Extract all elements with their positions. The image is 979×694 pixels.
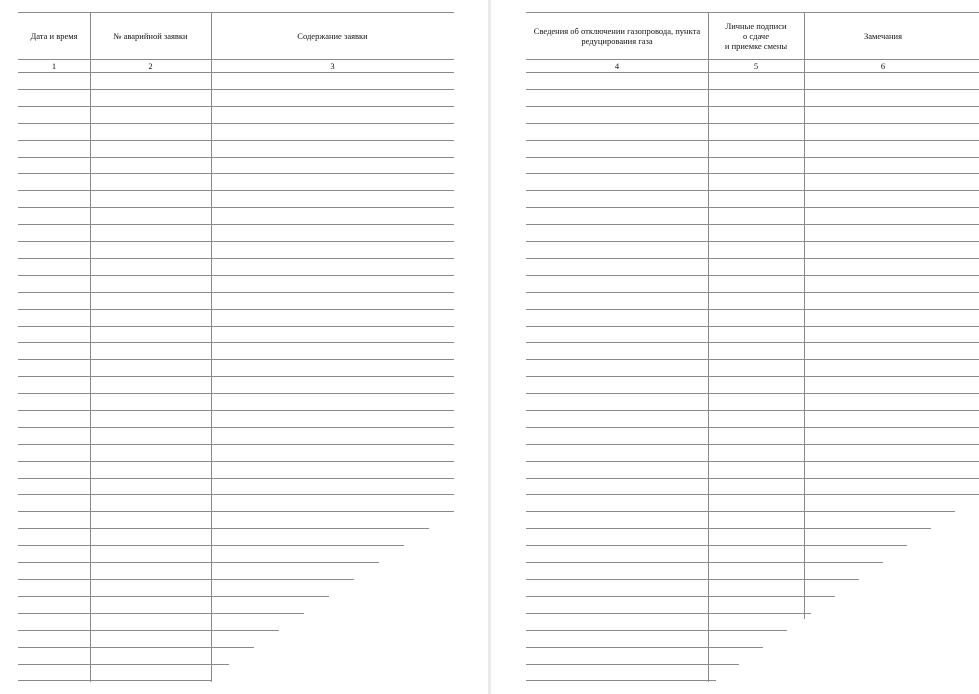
column-number-2: 2	[148, 61, 153, 71]
column-number-5: 5	[753, 61, 759, 71]
table-grid-right	[526, 12, 979, 682]
column-header-date-time: Дата и время	[18, 13, 90, 59]
column-number-3: 3	[330, 61, 335, 71]
column-header-signatures: Личные подписи о сдаче и приемке смены	[708, 13, 804, 59]
column-header-label: № аварийной заявки	[113, 31, 188, 41]
column-header-request-content: Содержание заявки	[211, 13, 454, 59]
column-header-request-number: № аварийной заявки	[90, 13, 211, 59]
column-header-remarks: Замечания	[804, 13, 962, 59]
column-number-6: 6	[880, 61, 886, 71]
column-header-label: Содержание заявки	[297, 31, 368, 41]
column-number-4: 4	[614, 61, 620, 71]
column-header-label: Дата и время	[30, 31, 78, 41]
table-grid-left	[18, 12, 454, 682]
column-header-label: Замечания	[863, 31, 903, 41]
column-header-shutdown-info: Сведения об отключении газопровода, пунк…	[526, 13, 708, 59]
column-header-label: Сведения об отключении газопровода, пунк…	[533, 26, 701, 46]
column-header-label: Личные подписи о сдаче и приемке смены	[724, 21, 788, 51]
journal-page-left: Дата и время № аварийной заявки Содержан…	[0, 0, 488, 694]
column-number-1: 1	[51, 61, 57, 71]
journal-page-right: Сведения об отключении газопровода, пунк…	[491, 0, 979, 694]
